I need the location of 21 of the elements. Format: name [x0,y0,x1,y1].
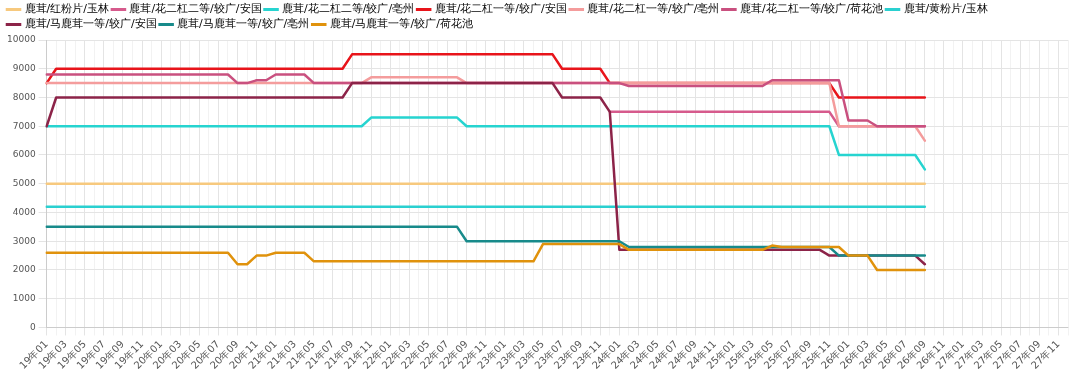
legend-label: 鹿茸/花二杠一等/较广/亳州 [587,2,720,16]
y-tick-label: 6000 [12,149,36,160]
y-tick-label: 7000 [12,120,36,131]
legend-label: 鹿茸/花二杠二等/较广/安国 [129,2,262,16]
legend-label: 鹿茸/花二杠一等/较广/安国 [434,2,567,16]
y-tick-label: 8000 [12,91,36,102]
y-tick-label: 9000 [12,63,36,74]
y-tick-label: 5000 [12,178,36,189]
y-tick-label: 1000 [12,293,36,304]
y-tick-label: 4000 [12,206,36,217]
y-tick-label: 2000 [12,264,36,275]
legend-label: 鹿茸/花二杠一等/较广/荷花池 [739,2,884,16]
legend-label: 鹿茸/马鹿茸一等/较广/亳州 [177,17,310,31]
legend-label: 鹿茸/黄粉片/玉林 [903,2,988,16]
y-tick-label: 10000 [6,34,36,45]
legend-label: 鹿茸/花二杠二等/较广/亳州 [282,2,415,16]
legend-label: 鹿茸/红粉片/玉林 [24,2,109,16]
legend-label: 鹿茸/马鹿茸一等/较广/安国 [24,17,157,31]
y-tick-label: 3000 [12,235,36,246]
legend-label: 鹿茸/马鹿茸一等/较广/荷花池 [329,17,473,31]
y-tick-label: 0 [29,321,36,332]
